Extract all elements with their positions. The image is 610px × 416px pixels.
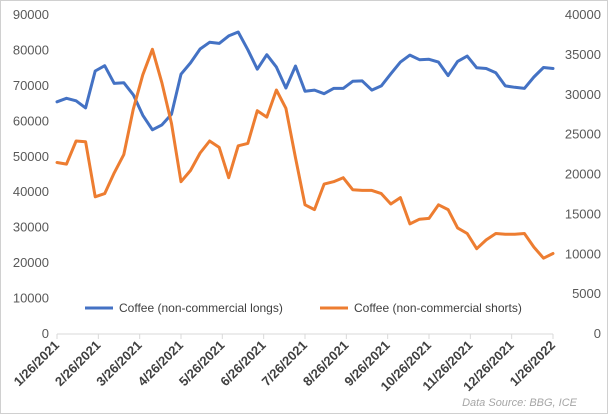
left-y-tick-label: 40000 xyxy=(13,184,49,199)
x-axis: 1/26/20212/26/20213/26/20214/26/20215/26… xyxy=(11,334,559,394)
legend: Coffee (non-commercial longs) Coffee (no… xyxy=(85,301,522,315)
series-line-longs xyxy=(55,30,555,132)
right-y-axis: 0 5000 10000 15000 20000 25000 30000 35000 40000 xyxy=(565,7,601,341)
right-y-tick-label: 15000 xyxy=(565,206,601,221)
right-y-tick-label: 35000 xyxy=(565,47,601,62)
left-y-tick-label: 70000 xyxy=(13,78,49,93)
legend-label-longs: Coffee (non-commercial longs) xyxy=(119,301,283,315)
left-y-tick-label: 90000 xyxy=(13,7,49,22)
right-y-tick-label: 40000 xyxy=(565,7,601,22)
right-y-tick-label: 0 xyxy=(594,326,601,341)
left-y-tick-label: 10000 xyxy=(13,291,49,306)
left-y-tick-label: 20000 xyxy=(13,255,49,270)
legend-label-shorts: Coffee (non-commercial shorts) xyxy=(354,301,522,315)
left-y-tick-label: 60000 xyxy=(13,113,49,128)
right-y-tick-label: 5000 xyxy=(572,286,601,301)
right-y-tick-label: 20000 xyxy=(565,167,601,182)
series-lines xyxy=(55,30,555,260)
right-y-tick-label: 30000 xyxy=(565,87,601,102)
right-y-tick-label: 10000 xyxy=(565,246,601,261)
data-source-note: Data Source: BBG, ICE xyxy=(462,397,578,409)
left-y-tick-label: 30000 xyxy=(13,220,49,235)
left-y-tick-label: 50000 xyxy=(13,149,49,164)
series-line-shorts xyxy=(55,47,555,260)
right-y-tick-label: 25000 xyxy=(565,127,601,142)
left-y-tick-label: 0 xyxy=(42,326,49,341)
left-y-tick-label: 80000 xyxy=(13,42,49,57)
x-tick-label: 1/26/2022 xyxy=(507,338,559,390)
left-y-axis: 0 10000 20000 30000 40000 50000 60000 70000 8000… xyxy=(13,7,49,341)
